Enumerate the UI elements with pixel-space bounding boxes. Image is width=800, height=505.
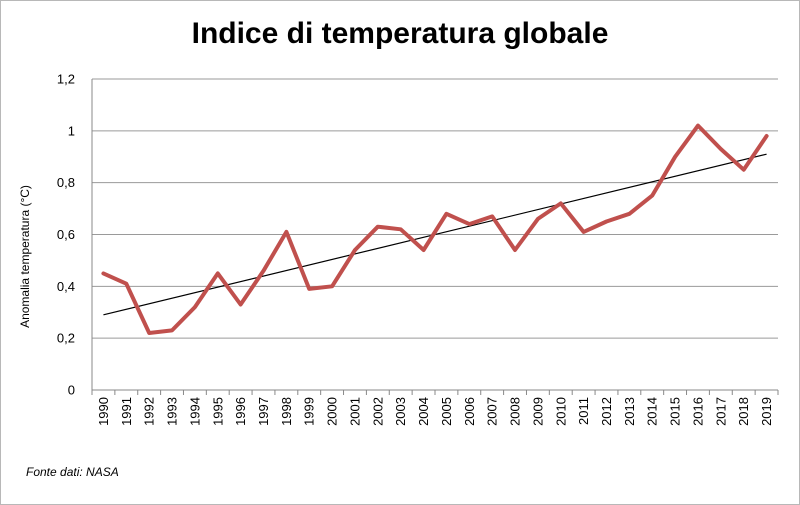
y-tick-label: 1 (68, 123, 75, 138)
x-tick-label: 1991 (119, 397, 134, 426)
x-tick-label: 2000 (325, 397, 340, 426)
x-tick-label: 2012 (599, 397, 614, 426)
y-tick-label: 0,6 (57, 227, 75, 242)
x-tick-label: 1999 (302, 397, 317, 426)
data-source-note: Fonte dati: NASA (26, 465, 119, 479)
x-tick-label: 1997 (256, 397, 271, 426)
x-tick-label: 1996 (233, 397, 248, 426)
series-line (101, 123, 769, 335)
x-tick-label: 1993 (165, 397, 180, 426)
y-tick-label: 0 (68, 383, 75, 398)
x-tick-label: 2009 (530, 397, 545, 426)
y-tick-label: 0,4 (57, 279, 75, 294)
x-tick-label: 2015 (668, 397, 683, 426)
x-tick-label: 2007 (485, 397, 500, 426)
x-tick-label: 2004 (416, 397, 431, 426)
x-tick-label: 1990 (96, 397, 111, 426)
x-tick-label: 1998 (279, 397, 294, 426)
x-tick-label: 1992 (142, 397, 157, 426)
x-tick-label: 2016 (690, 397, 705, 426)
x-tick-label: 2013 (622, 397, 637, 426)
x-tick-label: 2006 (462, 397, 477, 426)
x-tick-label: 1994 (187, 397, 202, 426)
x-tick-label: 2005 (439, 397, 454, 426)
y-tick-label: 1,2 (57, 72, 75, 87)
x-tick-label: 2001 (347, 397, 362, 426)
x-tick-label: 1995 (210, 397, 225, 426)
x-tick-label: 2017 (713, 397, 728, 426)
x-tick-label: 2010 (553, 397, 568, 426)
x-tick-label: 2018 (736, 397, 751, 426)
y-axis-title: Anomalia temperatura (°C) (18, 185, 32, 328)
x-tick-label: 2008 (508, 397, 523, 426)
x-tick-label: 2002 (370, 397, 385, 426)
x-tick-label: 2003 (393, 397, 408, 426)
chart-title: Indice di temperatura globale (191, 17, 609, 50)
y-tick-label: 0,8 (57, 175, 75, 190)
x-tick-label: 2011 (576, 397, 591, 425)
x-tick-label: 2019 (759, 397, 774, 426)
y-tick-label: 0,2 (57, 331, 75, 346)
x-tick-label: 2014 (645, 397, 660, 426)
